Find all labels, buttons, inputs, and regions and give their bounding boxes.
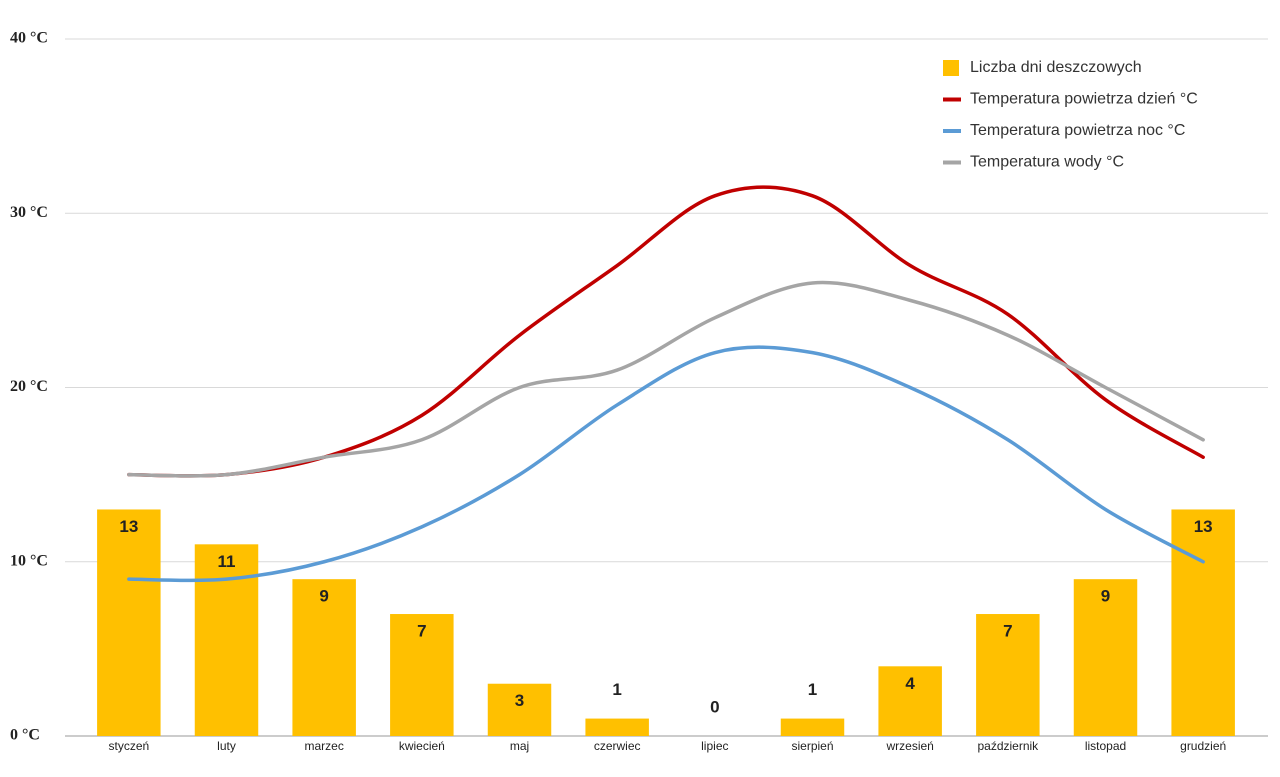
bar: [976, 614, 1040, 736]
x-tick-label: listopad: [1085, 739, 1126, 753]
x-tick-label: sierpień: [791, 739, 833, 753]
y-tick-label: 30 °C: [10, 204, 48, 221]
legend-swatch: [943, 60, 959, 76]
bar: [97, 509, 161, 736]
x-tick-label: marzec: [304, 739, 343, 753]
legend-label: Temperatura wody °C: [970, 154, 1124, 171]
value-label: 7: [1003, 622, 1012, 641]
x-tick-label: maj: [510, 739, 529, 753]
x-tick-label: styczeń: [108, 739, 149, 753]
value-label: 0: [710, 697, 719, 716]
x-tick-label: kwiecień: [399, 739, 445, 753]
value-label: 1: [808, 680, 817, 699]
bar: [390, 614, 454, 736]
x-tick-label: październik: [977, 739, 1039, 753]
bar: [1171, 509, 1235, 736]
x-tick-label: wrzesień: [885, 739, 933, 753]
value-label: 13: [1194, 517, 1213, 536]
legend-label: Liczba dni deszczowych: [970, 59, 1142, 76]
x-tick-label: grudzień: [1180, 739, 1226, 753]
x-tick-label: lipiec: [701, 739, 728, 753]
y-tick-label: 10 °C: [10, 552, 48, 569]
bar: [292, 579, 356, 736]
y-tick-label: 20 °C: [10, 378, 48, 395]
value-label: 11: [218, 552, 236, 571]
x-tick-label: czerwiec: [594, 739, 641, 753]
y-tick-label: 0 °C: [10, 727, 40, 744]
value-label: 3: [515, 691, 524, 710]
line: [127, 345, 1205, 583]
legend-label: Temperatura powietrza noc °C: [970, 122, 1185, 139]
bar: [878, 666, 942, 736]
x-tick-label: luty: [217, 739, 236, 753]
value-label: 4: [905, 674, 915, 693]
value-label: 9: [1101, 587, 1110, 606]
bar: [194, 544, 259, 736]
value-label: 13: [119, 517, 138, 536]
bar: [585, 718, 649, 736]
bar: [1073, 579, 1138, 736]
line: [127, 185, 1205, 478]
value-label: 1: [612, 680, 621, 699]
line: [127, 280, 1205, 478]
bar: [487, 683, 552, 736]
legend-label: Temperatura powietrza dzień °C: [970, 91, 1198, 108]
y-tick-label: 40 °C: [10, 30, 48, 47]
bar: [780, 718, 845, 736]
value-label: 9: [319, 587, 328, 606]
value-label: 7: [417, 622, 426, 641]
